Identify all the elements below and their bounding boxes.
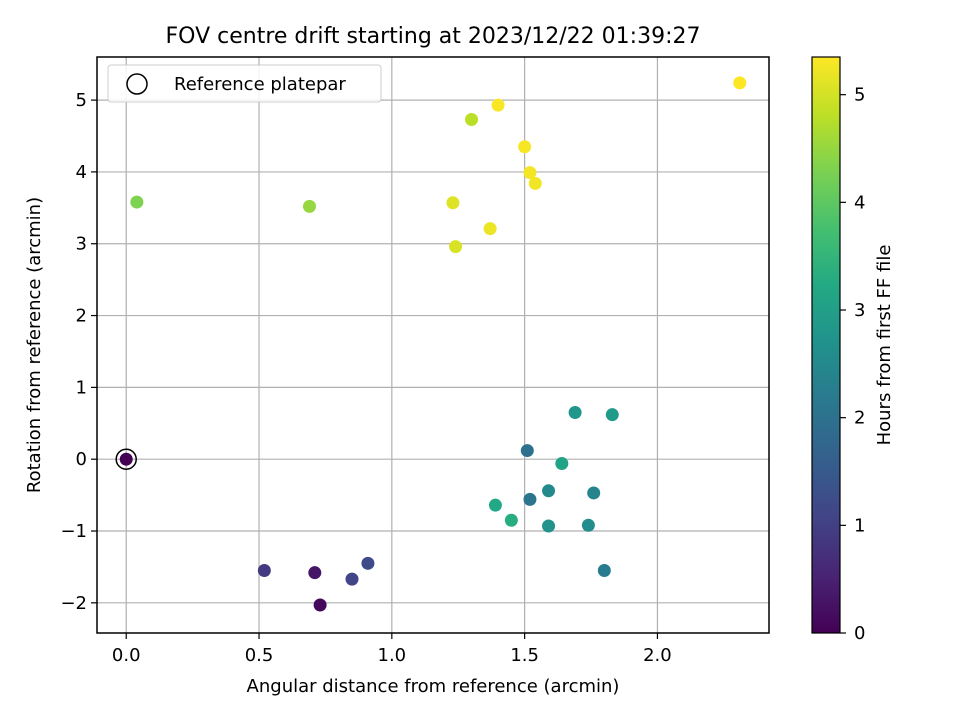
- data-point: [302, 199, 316, 213]
- y-tick-label: 5: [76, 90, 87, 111]
- data-point: [523, 492, 537, 506]
- data-point: [518, 140, 532, 154]
- x-tick-label: 0.5: [245, 645, 274, 666]
- data-point: [520, 444, 534, 458]
- legend-box: [107, 64, 382, 103]
- data-point: [119, 452, 133, 466]
- y-tick-label: 1: [76, 377, 87, 398]
- colorbar-tick-label: 5: [854, 85, 865, 106]
- grid: [97, 57, 769, 633]
- data-point: [446, 196, 460, 210]
- y-axis-label: Rotation from reference (arcmin): [24, 197, 45, 493]
- data-point: [605, 408, 619, 422]
- data-point: [491, 98, 505, 112]
- data-point: [523, 166, 537, 180]
- chart-title: FOV centre drift starting at 2023/12/22 …: [166, 24, 701, 49]
- data-point: [130, 195, 144, 209]
- data-point: [257, 564, 271, 578]
- data-point: [542, 519, 556, 533]
- y-tick-label: 2: [76, 306, 87, 327]
- legend: Reference platepar: [107, 64, 382, 103]
- data-point: [542, 484, 556, 498]
- colorbar-label: Hours from first FF file: [874, 245, 895, 446]
- plot-frame: [96, 56, 770, 634]
- colorbar-tick-label: 3: [854, 300, 865, 321]
- data-point: [449, 240, 463, 254]
- colorbar-ticks: 0 1 2 3 4 5: [840, 85, 865, 644]
- data-point: [345, 572, 359, 586]
- data-point: [361, 556, 375, 570]
- colorbar-tick-label: 2: [854, 408, 865, 429]
- colorbar: 0 1 2 3 4 5 Hours from first FF file: [811, 56, 895, 644]
- data-point: [488, 498, 502, 512]
- y-tick-label: 4: [76, 162, 87, 183]
- colorbar-tick-label: 4: [854, 192, 865, 213]
- x-tick-label: 1.5: [510, 645, 539, 666]
- data-point: [504, 513, 518, 527]
- data-point: [465, 112, 479, 126]
- y-axis: −2 −1 0 1 2 3 4 5: [60, 90, 97, 614]
- data-point: [313, 598, 327, 612]
- data-point: [308, 566, 322, 580]
- y-tick-label: 0: [76, 449, 87, 470]
- data-point: [483, 222, 497, 236]
- x-tick-label: 0.0: [112, 645, 141, 666]
- y-tick-label: −2: [60, 593, 87, 614]
- colorbar-gradient: [811, 56, 841, 634]
- reference-marker: [115, 448, 137, 470]
- legend-marker: [126, 73, 148, 95]
- y-tick-label: −1: [60, 521, 87, 542]
- data-point: [581, 518, 595, 532]
- data-points: [115, 76, 747, 612]
- data-point: [597, 564, 611, 578]
- x-tick-label: 1.0: [378, 645, 407, 666]
- x-tick-label: 2.0: [643, 645, 672, 666]
- data-point: [528, 176, 542, 190]
- legend-label: Reference platepar: [174, 74, 346, 95]
- y-tick-label: 3: [76, 234, 87, 255]
- data-point: [733, 76, 747, 90]
- data-point: [587, 486, 601, 500]
- data-point: [568, 406, 582, 420]
- data-point: [555, 457, 569, 471]
- x-axis-label: Angular distance from reference (arcmin): [247, 676, 620, 697]
- x-axis: 0.0 0.5 1.0 1.5 2.0: [112, 633, 672, 666]
- colorbar-tick-label: 0: [854, 623, 865, 644]
- colorbar-tick-label: 1: [854, 515, 865, 536]
